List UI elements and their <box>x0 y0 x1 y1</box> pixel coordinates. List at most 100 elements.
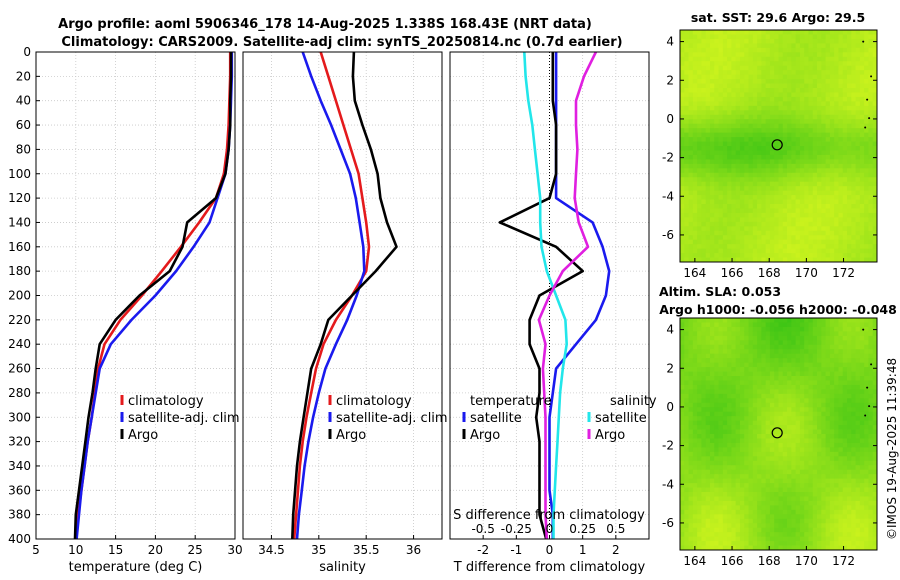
map-cell <box>782 177 788 183</box>
map-cell <box>782 101 788 107</box>
map-cell <box>735 460 741 466</box>
map-cell <box>769 123 775 129</box>
map-cell <box>859 416 865 422</box>
map-cell <box>804 119 809 125</box>
map-cell <box>855 38 861 44</box>
map-cell <box>817 208 822 214</box>
map-cell <box>787 425 792 430</box>
map-cell <box>787 509 792 515</box>
map-cell <box>769 34 775 40</box>
map-cell <box>701 483 707 488</box>
map-cell <box>697 239 702 245</box>
map-cell <box>778 150 784 156</box>
map-cell <box>868 195 874 200</box>
map-cell <box>769 326 775 332</box>
map-cell <box>752 527 758 533</box>
map-cell <box>701 358 707 364</box>
map-cell <box>808 358 814 364</box>
map-cell <box>855 79 861 84</box>
map-cell <box>812 340 818 346</box>
map-cell <box>731 438 737 444</box>
map-cell <box>727 478 732 484</box>
map-cell <box>752 353 758 359</box>
map-cell <box>872 331 878 337</box>
map-cell <box>684 438 689 444</box>
map-cell <box>791 371 797 377</box>
map-cell <box>859 74 865 80</box>
map-cell <box>757 434 762 439</box>
map-cell <box>868 123 874 129</box>
map-cell <box>714 322 719 328</box>
map-cell <box>701 217 707 223</box>
map-cell <box>787 541 792 546</box>
map-cell <box>778 221 784 227</box>
map-cell <box>731 442 737 448</box>
map-cell <box>748 411 754 417</box>
map-cell <box>778 70 784 76</box>
map-cell <box>821 358 827 364</box>
map-cell <box>847 186 852 192</box>
map-cell <box>701 465 707 471</box>
map-cell <box>838 349 844 355</box>
map-cell <box>727 438 732 444</box>
map-cell <box>787 43 792 49</box>
map-cell <box>692 500 698 506</box>
map-cell <box>692 367 698 372</box>
map-cell <box>765 70 771 76</box>
map-cell <box>842 47 848 53</box>
map-cell <box>714 154 719 160</box>
map-cell <box>842 326 848 332</box>
map-cell <box>692 541 698 546</box>
map-cell <box>842 469 848 475</box>
map-cell <box>774 172 779 178</box>
map-cell <box>817 425 822 430</box>
map-cell <box>838 545 844 551</box>
map-cell <box>808 96 814 102</box>
map-cell <box>851 509 856 515</box>
map-cell <box>692 141 698 147</box>
map-cell <box>709 389 715 395</box>
map-cell <box>757 380 762 386</box>
map-cell <box>722 518 728 524</box>
map-cell <box>697 335 702 341</box>
map-cell <box>701 442 707 448</box>
map-cell <box>855 172 861 178</box>
map-cell <box>847 34 852 40</box>
map-cell <box>821 199 827 205</box>
map-cell <box>722 523 728 529</box>
map-cell <box>842 235 848 241</box>
map-cell <box>791 30 797 35</box>
map-cell <box>778 465 784 471</box>
map-cell <box>684 132 689 138</box>
map-cell <box>692 442 698 448</box>
map-cell <box>761 353 767 359</box>
map-cell <box>761 407 767 413</box>
map-cell <box>752 235 758 241</box>
map-cell <box>859 398 865 404</box>
depth-tick-label: 280 <box>8 386 31 400</box>
map-cell <box>868 469 874 475</box>
map-cell <box>718 146 724 151</box>
map-cell <box>774 478 779 484</box>
map-cell <box>752 465 758 471</box>
map-cell <box>739 340 745 346</box>
map-cell <box>812 47 818 53</box>
map-cell <box>761 514 767 520</box>
map-cell <box>701 478 707 484</box>
map-cell <box>838 137 844 142</box>
map-cell <box>735 172 741 178</box>
map-cell <box>812 79 818 84</box>
map-cell <box>727 123 732 129</box>
map-cell <box>838 257 844 263</box>
map-cell <box>697 487 702 493</box>
map-cell <box>680 402 685 408</box>
map-cell <box>799 492 805 497</box>
map-cell <box>804 244 809 250</box>
map-cell <box>761 371 767 377</box>
map-cell <box>705 47 711 53</box>
map-cell <box>697 105 702 111</box>
map-cell <box>787 478 792 484</box>
legend-label: climatology <box>128 394 204 409</box>
map-cell <box>769 523 775 529</box>
map-cell <box>795 500 801 506</box>
